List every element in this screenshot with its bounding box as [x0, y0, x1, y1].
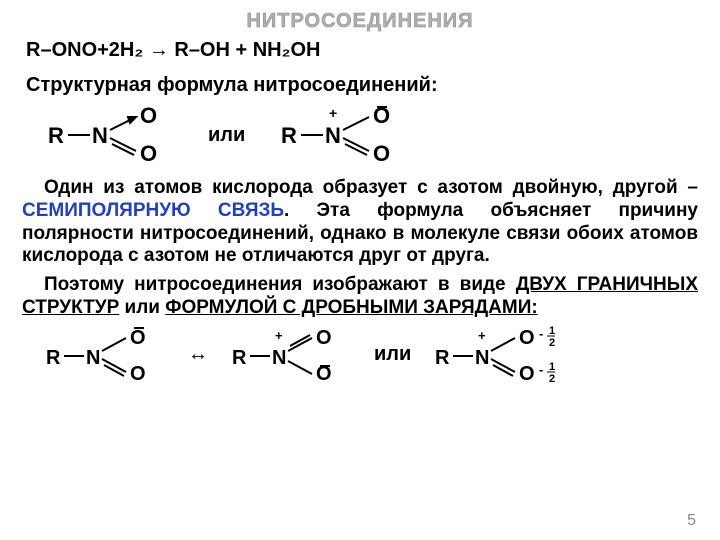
or-text-1: или [208, 124, 245, 147]
svg-text:1: 1 [549, 361, 555, 373]
equation: R–ONO+2H₂ → R–OH + NH₂OH [26, 39, 700, 62]
fractional-charge: R N O O + - 1 2 - 1 2 [429, 326, 579, 384]
struct-formula-row: R N O O или R N O O + [40, 105, 700, 165]
svg-text:O: O [130, 363, 146, 384]
svg-text:R: R [232, 347, 247, 369]
svg-text:1: 1 [549, 326, 555, 337]
svg-text:R: R [281, 123, 297, 148]
struct-subtitle: Структурная формула нитросоединений: [26, 74, 700, 97]
svg-text:N: N [475, 347, 489, 369]
svg-text:N: N [92, 123, 108, 148]
svg-text:O: O [519, 363, 535, 384]
svg-text:R: R [46, 347, 61, 369]
svg-text:R: R [435, 347, 450, 369]
paragraph-2: Поэтому нитросоединения изображают в вид… [22, 274, 698, 320]
struct-formula-b: R N O O + [273, 105, 423, 165]
or-text-2: или [374, 343, 411, 366]
para1-a: Один из атомов кислорода образует с азот… [44, 177, 698, 198]
svg-text:O: O [373, 141, 390, 165]
svg-text:+: + [329, 105, 337, 121]
paragraph-1: Один из атомов кислорода образует с азот… [22, 177, 698, 268]
svg-text:-: - [539, 362, 543, 377]
svg-text:N: N [272, 347, 286, 369]
svg-text:R: R [48, 123, 64, 148]
resonance-arrow-icon: ↔ [188, 343, 208, 366]
svg-text:O: O [519, 327, 535, 349]
struct-formula-a: R N O O [40, 105, 180, 165]
svg-text:N: N [325, 123, 341, 148]
svg-text:O: O [140, 141, 157, 165]
svg-text:2: 2 [549, 373, 555, 384]
page-title: НИТРОСОЕДИНЕНИЯ [20, 10, 700, 33]
resonance-row: R N O O ↔ R N O O + или R N O O + - 1 [40, 326, 700, 384]
svg-text:-: - [539, 326, 543, 341]
para2-a: Поэтому нитросоединения изображают в вид… [44, 274, 516, 295]
svg-text:O: O [130, 327, 146, 349]
resonance-b: R N O O + [226, 326, 356, 384]
resonance-a: R N O O [40, 326, 170, 384]
para2-d: ФОРМУЛОЙ С ДРОБНЫМИ ЗАРЯДАМИ: [165, 297, 537, 318]
svg-text:N: N [86, 347, 100, 369]
svg-text:O: O [316, 327, 332, 349]
svg-text:2: 2 [549, 337, 555, 349]
svg-text:+: + [275, 328, 283, 343]
svg-text:+: + [478, 328, 486, 343]
svg-text:O: O [140, 105, 157, 128]
page-number: 5 [687, 512, 696, 530]
para1-b: СЕМИПОЛЯРНУЮ СВЯЗЬ [22, 200, 284, 221]
para2-c: или [119, 297, 165, 318]
svg-text:O: O [373, 105, 390, 128]
